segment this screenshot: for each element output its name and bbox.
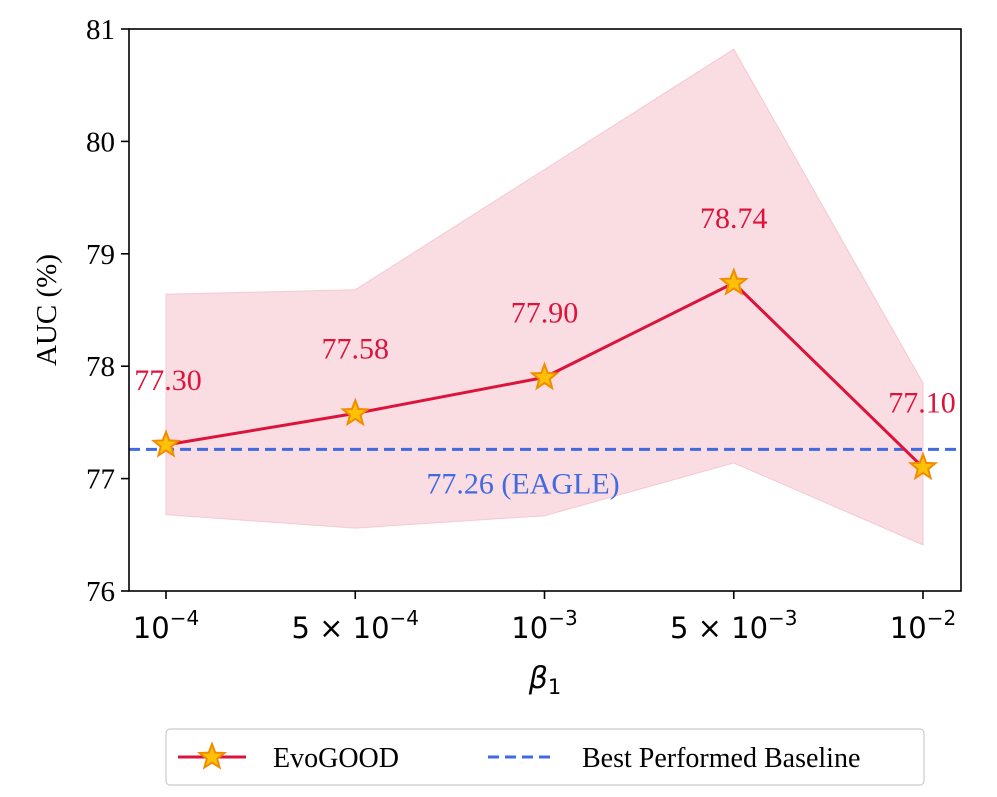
- data-label: 77.10: [888, 386, 956, 419]
- data-point-marker: [907, 451, 939, 481]
- y-tick-label: 76: [86, 576, 115, 608]
- data-label: 77.58: [322, 332, 390, 365]
- confidence-band: [165, 48, 924, 546]
- legend: EvoGOOD Best Performed Baseline: [165, 728, 925, 786]
- data-label: 77.30: [134, 364, 202, 397]
- legend-baseline-label: Best Performed Baseline: [582, 743, 860, 774]
- x-axis-label-symbol: β: [528, 661, 548, 696]
- y-axis-label: AUC (%): [31, 254, 63, 366]
- x-tick-label: 10−4: [133, 606, 199, 645]
- data-label-layer: 77.30 77.58 77.90 78.74 77.10: [134, 202, 956, 419]
- baseline-layer: 77.26 (EAGLE): [129, 447, 961, 500]
- y-tick-label: 79: [86, 239, 115, 271]
- x-axis-label: β1: [528, 661, 562, 699]
- y-tick-label: 78: [86, 351, 115, 383]
- legend-star-icon: [196, 741, 228, 770]
- data-point-marker: [529, 361, 560, 391]
- data-label: 78.74: [700, 202, 768, 235]
- x-tick-label: 10−3: [511, 606, 577, 645]
- data-label: 77.90: [511, 296, 579, 329]
- confidence-band-layer: [165, 48, 924, 546]
- data-point-marker: [340, 397, 371, 427]
- x-tick-label: 5 × 10−4: [291, 606, 419, 645]
- x-tick-label: 5 × 10−3: [670, 606, 798, 645]
- x-tick-label: 10−2: [890, 606, 956, 645]
- legend-series-label: EvoGOOD: [273, 743, 399, 774]
- x-axis-label-subscript: 1: [548, 675, 561, 699]
- y-tick-label: 81: [86, 14, 115, 46]
- y-axis: 76 77 78 79 80 81: [86, 14, 129, 608]
- baseline-annotation: 77.26 (EAGLE): [426, 467, 619, 500]
- y-tick-label: 80: [86, 126, 115, 158]
- x-axis: 10−4 5 × 10−4 10−3 5 × 10−3 10−2: [133, 591, 956, 645]
- y-tick-label: 77: [86, 464, 115, 496]
- data-point-marker: [718, 267, 749, 296]
- marker-layer: [150, 267, 939, 481]
- data-point-marker: [150, 429, 182, 458]
